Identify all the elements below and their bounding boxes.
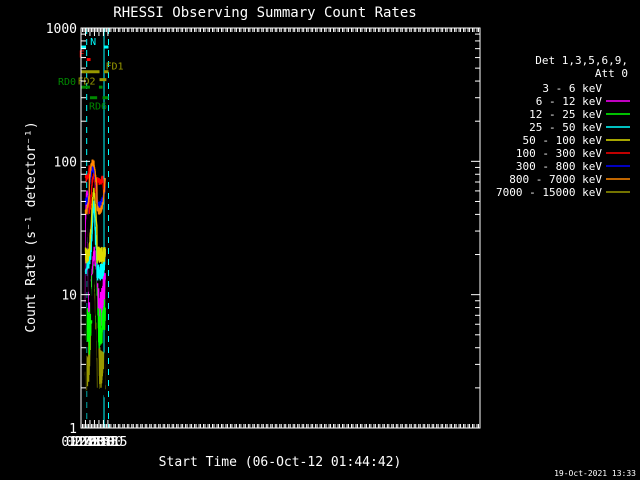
legend-entry-label: 300 - 800 keV: [516, 160, 602, 173]
x-tick-label: 01:45: [61, 435, 100, 450]
series-100-300-kevline: [84, 165, 106, 214]
flag-label-f: F: [79, 50, 85, 61]
timestamp: 19-Oct-2021 13:33: [554, 469, 636, 478]
legend-entry-label: 25 - 50 keV: [529, 121, 602, 134]
legend-entry-label: 800 - 7000 keV: [509, 173, 602, 186]
y-tick-label: 1: [69, 422, 77, 437]
y-tick-label: 100: [54, 155, 77, 170]
y-axis-label: Count Rate (s⁻¹ detector⁻¹): [24, 121, 39, 332]
flag-label-rd0: RD0: [58, 77, 76, 88]
series-25-50-kevline: [84, 200, 106, 281]
series-800-7000-kevline: [84, 159, 106, 215]
x-tick-label: 02:45: [79, 435, 118, 450]
legend-entry-label: 12 - 25 keV: [529, 108, 602, 121]
legend-entry-label: 100 - 300 keV: [516, 147, 602, 160]
x-tick-label: 02:00: [66, 435, 105, 450]
chart-title: RHESSI Observing Summary Count Rates: [113, 5, 416, 21]
y-tick-label: 1000: [46, 22, 77, 37]
flag-label-fd2: FD2: [77, 77, 95, 88]
flag-label-fd1: FD1: [106, 62, 124, 73]
legend-entry-label: 3 - 6 keV: [542, 82, 602, 95]
x-tick-label: 02:30: [75, 435, 114, 450]
y-tick-label: 10: [61, 289, 77, 304]
plot-frame: [80, 27, 481, 429]
legend-entry-label: 50 - 100 keV: [523, 134, 603, 147]
series-50-100-kevline: [84, 187, 106, 264]
flag-label-rd6: RD6: [89, 102, 107, 113]
x-tick-label: 03:00: [84, 435, 123, 450]
flag-label-n: N: [90, 37, 96, 48]
x-tick-label: 03:15: [88, 435, 127, 450]
legend-header: Det 1,3,5,6,9,: [535, 54, 628, 67]
legend-entry-label: 7000 - 15000 keV: [496, 186, 602, 199]
legend-header: Att 0: [595, 67, 628, 80]
legend-entry-label: 6 - 12 keV: [536, 95, 603, 108]
x-axis-label: Start Time (06-Oct-12 01:44:42): [159, 455, 402, 470]
x-tick-label: 02:15: [70, 435, 109, 450]
